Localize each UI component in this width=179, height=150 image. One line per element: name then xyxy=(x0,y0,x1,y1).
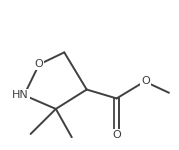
Text: O: O xyxy=(141,76,150,86)
Text: HN: HN xyxy=(12,90,29,100)
Text: O: O xyxy=(112,130,121,140)
Text: O: O xyxy=(35,59,43,69)
